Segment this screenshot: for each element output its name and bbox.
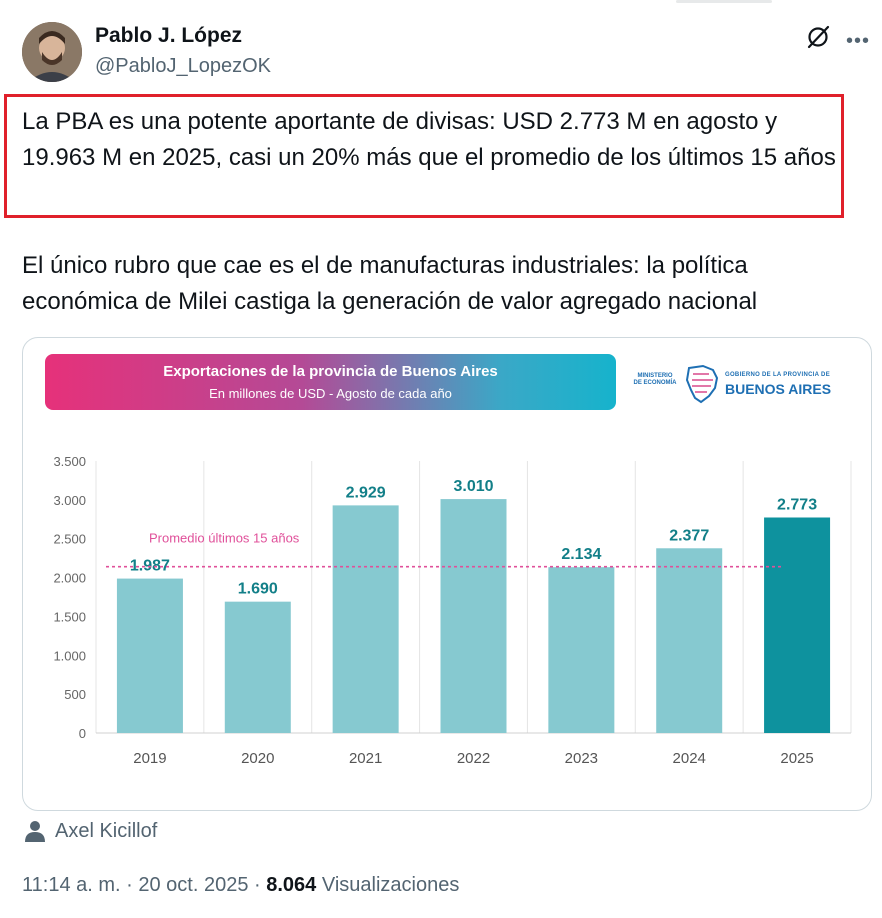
author-name[interactable]: Pablo J. López — [95, 24, 243, 47]
y-tick-label: 1.500 — [53, 609, 86, 624]
chart-subtitle: En millones de USD - Agosto de cada año — [209, 386, 452, 401]
tweet-paragraph-1: La PBA es una potente aportante de divis… — [22, 108, 836, 171]
x-tick-label: 2021 — [349, 750, 382, 767]
logo-gov-text: GOBIERNO DE LA PROVINCIA DE — [725, 372, 830, 378]
person-icon — [25, 821, 45, 842]
bar — [224, 601, 291, 733]
meta-separator: · — [120, 874, 139, 896]
data-label: 2.134 — [561, 546, 601, 563]
x-tick-label: 2020 — [241, 750, 274, 767]
data-label: 2.377 — [669, 527, 709, 544]
grok-icon[interactable] — [805, 24, 831, 50]
bar-chart: 05001.0001.5002.0002.5003.0003.5001.9872… — [53, 454, 852, 767]
data-label: 2.929 — [346, 484, 386, 501]
y-tick-label: 2.000 — [53, 571, 86, 586]
logo-name-text: BUENOS AIRES — [725, 381, 832, 397]
views-label: Visualizaciones — [321, 874, 460, 896]
bar — [332, 505, 399, 733]
bar — [764, 517, 831, 733]
image-card[interactable]: Exportaciones de la provincia de Buenos … — [22, 337, 872, 811]
x-tick-label: 2025 — [780, 750, 813, 767]
y-tick-label: 3.000 — [53, 493, 86, 508]
tweet-time[interactable]: 11:14 a. m. — [22, 874, 121, 896]
highlight-box — [4, 94, 844, 218]
tweet-date[interactable]: 20 oct. 2025 — [138, 874, 249, 896]
author-handle[interactable]: @PabloJ_LopezOK — [95, 55, 271, 77]
x-tick-label: 2019 — [133, 750, 166, 767]
avatar-image — [22, 22, 82, 82]
government-logo: MINISTERIO DE ECONOMÍA GOBIERNO DE LA PR… — [633, 354, 833, 410]
tweet-meta: 11:14 a. m. · 20 oct. 2025 · 8.064 Visua… — [22, 874, 459, 897]
meta-separator: · — [248, 874, 267, 896]
y-tick-label: 0 — [79, 726, 86, 741]
y-tick-label: 500 — [64, 687, 86, 702]
bar — [440, 499, 507, 733]
data-label: 2.773 — [777, 496, 817, 513]
province-map-icon — [685, 364, 719, 404]
bar — [548, 567, 615, 733]
data-label: 1.690 — [238, 581, 278, 598]
image-attribution[interactable]: Axel Kicillof — [55, 820, 158, 842]
more-icon[interactable]: ••• — [846, 30, 871, 52]
average-line-label: Promedio últimos 15 años — [149, 531, 300, 546]
chart-title: Exportaciones de la provincia de Buenos … — [163, 363, 498, 380]
top-divider — [676, 0, 772, 3]
views-count: 8.064 — [266, 874, 317, 896]
tweet-paragraph-2: El único rubro que cae es el de manufact… — [22, 252, 758, 315]
logo-ministry-text: MINISTERIO DE ECONOMÍA — [633, 373, 677, 386]
y-tick-label: 1.000 — [53, 648, 86, 663]
chart-banner: Exportaciones de la provincia de Buenos … — [45, 354, 616, 410]
data-label: 3.010 — [453, 478, 493, 495]
bar — [656, 548, 723, 733]
x-tick-label: 2024 — [673, 750, 706, 767]
y-tick-label: 3.500 — [53, 454, 86, 469]
x-tick-label: 2023 — [565, 750, 598, 767]
x-tick-label: 2022 — [457, 750, 490, 767]
avatar[interactable] — [22, 22, 82, 82]
y-tick-label: 2.500 — [53, 532, 86, 547]
bar — [116, 578, 183, 733]
